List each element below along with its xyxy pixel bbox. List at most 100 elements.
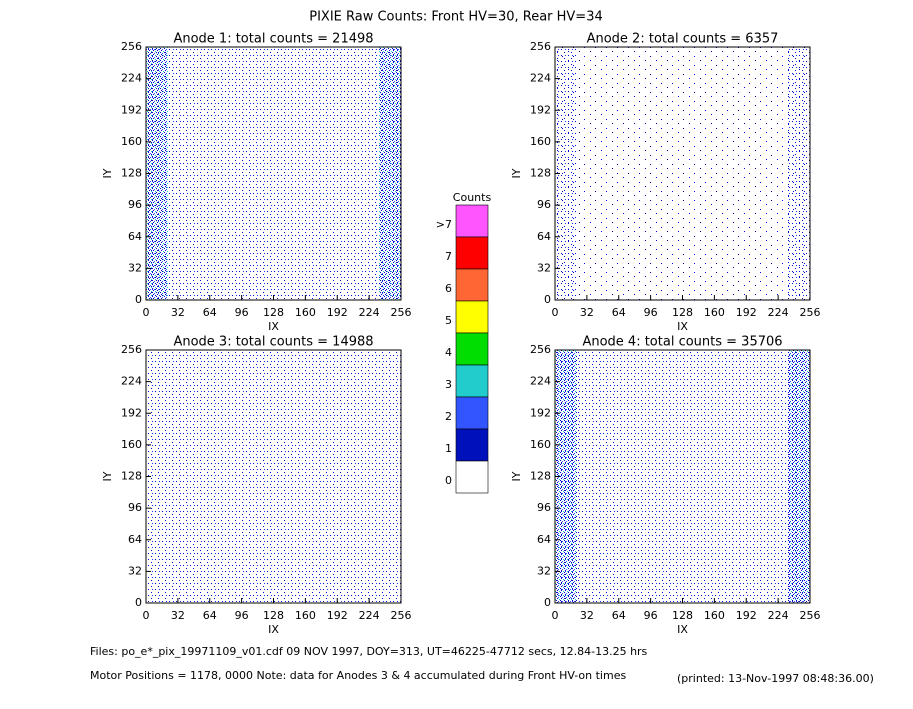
- colorbar-label: 0: [445, 474, 452, 487]
- footer-printed: (printed: 13-Nov-1997 08:48:36.00): [677, 672, 874, 685]
- y-tick-label: 96: [128, 501, 142, 514]
- colorbar-cell: [455, 428, 489, 462]
- y-tick-label: 160: [530, 438, 551, 451]
- count-map-edge: [555, 350, 577, 603]
- x-tick-label: 192: [736, 609, 757, 622]
- panel-title: Anode 2: total counts = 6357: [587, 32, 779, 47]
- x-axis-label: IX: [677, 623, 688, 636]
- panel-title: Anode 3: total counts = 14988: [173, 335, 373, 350]
- y-tick-label: 32: [128, 564, 142, 577]
- y-tick-label: 64: [128, 230, 142, 243]
- x-tick-label: 32: [580, 306, 594, 319]
- count-map-edge: [379, 350, 401, 603]
- x-tick-label: 96: [235, 306, 249, 319]
- x-tick-label: 256: [800, 306, 821, 319]
- x-tick-label: 32: [171, 306, 185, 319]
- x-tick-label: 256: [800, 609, 821, 622]
- y-tick-label: 64: [537, 533, 551, 546]
- x-tick-label: 224: [768, 609, 789, 622]
- count-map-edge: [146, 350, 168, 603]
- y-tick-label: 224: [530, 72, 551, 85]
- y-tick-label: 224: [121, 72, 142, 85]
- colorbar-title: Counts: [453, 191, 492, 204]
- x-tick-label: 192: [736, 306, 757, 319]
- count-map: [555, 47, 810, 300]
- x-tick-label: 96: [644, 609, 658, 622]
- colorbar-cell: [455, 364, 489, 398]
- y-tick-label: 128: [121, 167, 142, 180]
- colorbar-label: 4: [445, 346, 452, 359]
- x-tick-label: 224: [768, 306, 789, 319]
- x-tick-label: 256: [391, 306, 412, 319]
- y-tick-label: 0: [544, 293, 551, 306]
- y-tick-label: 128: [121, 470, 142, 483]
- x-tick-label: 256: [391, 609, 412, 622]
- x-tick-label: 128: [263, 609, 284, 622]
- x-tick-label: 128: [672, 306, 693, 319]
- count-map-edge: [379, 47, 401, 300]
- y-axis-label: IY: [510, 471, 523, 481]
- colorbar-cell: [455, 204, 489, 238]
- colorbar-label: 1: [445, 442, 452, 455]
- y-tick-label: 192: [530, 406, 551, 419]
- y-tick-label: 32: [128, 261, 142, 274]
- y-tick-label: 96: [537, 501, 551, 514]
- x-tick-label: 224: [359, 306, 380, 319]
- x-tick-label: 0: [552, 609, 559, 622]
- colorbar-label: 3: [445, 378, 452, 391]
- y-axis-label: IY: [101, 168, 114, 178]
- x-tick-label: 224: [359, 609, 380, 622]
- y-tick-label: 256: [121, 40, 142, 53]
- colorbar-label: 2: [445, 410, 452, 423]
- x-tick-label: 160: [704, 609, 725, 622]
- y-tick-label: 128: [530, 167, 551, 180]
- x-tick-label: 192: [327, 609, 348, 622]
- y-tick-label: 128: [530, 470, 551, 483]
- x-tick-label: 160: [295, 609, 316, 622]
- x-tick-label: 0: [552, 306, 559, 319]
- colorbar-label: 5: [445, 314, 452, 327]
- x-tick-label: 64: [203, 609, 217, 622]
- y-tick-label: 256: [530, 40, 551, 53]
- x-tick-label: 32: [580, 609, 594, 622]
- count-map-edge: [146, 47, 168, 300]
- colorbar-label: >7: [436, 218, 452, 231]
- x-axis-label: IX: [268, 320, 279, 333]
- x-axis-label: IX: [268, 623, 279, 636]
- y-tick-label: 192: [530, 103, 551, 116]
- y-tick-label: 32: [537, 261, 551, 274]
- y-tick-label: 64: [128, 533, 142, 546]
- y-tick-label: 96: [537, 198, 551, 211]
- colorbar-cell: [455, 236, 489, 270]
- y-tick-label: 32: [537, 564, 551, 577]
- colorbar-cell: [455, 268, 489, 302]
- colorbar-cell: [455, 460, 489, 494]
- y-tick-label: 160: [530, 135, 551, 148]
- x-tick-label: 0: [143, 306, 150, 319]
- y-tick-label: 192: [121, 406, 142, 419]
- panel-title: Anode 4: total counts = 35706: [582, 335, 782, 350]
- x-tick-label: 160: [295, 306, 316, 319]
- y-axis-label: IY: [510, 168, 523, 178]
- y-tick-label: 256: [530, 343, 551, 356]
- x-tick-label: 0: [143, 609, 150, 622]
- count-map-edge: [788, 47, 810, 300]
- y-tick-label: 160: [121, 438, 142, 451]
- y-axis-label: IY: [101, 471, 114, 481]
- x-tick-label: 64: [612, 609, 626, 622]
- x-tick-label: 160: [704, 306, 725, 319]
- x-tick-label: 128: [263, 306, 284, 319]
- colorbar-cell: [455, 300, 489, 334]
- y-tick-label: 0: [135, 293, 142, 306]
- count-map: [146, 47, 401, 300]
- colorbar-label: 7: [445, 250, 452, 263]
- x-tick-label: 96: [644, 306, 658, 319]
- page-title: PIXIE Raw Counts: Front HV=30, Rear HV=3…: [309, 10, 603, 25]
- x-tick-label: 128: [672, 609, 693, 622]
- x-tick-label: 192: [327, 306, 348, 319]
- y-tick-label: 256: [121, 343, 142, 356]
- x-tick-label: 32: [171, 609, 185, 622]
- x-tick-label: 64: [203, 306, 217, 319]
- y-tick-label: 160: [121, 135, 142, 148]
